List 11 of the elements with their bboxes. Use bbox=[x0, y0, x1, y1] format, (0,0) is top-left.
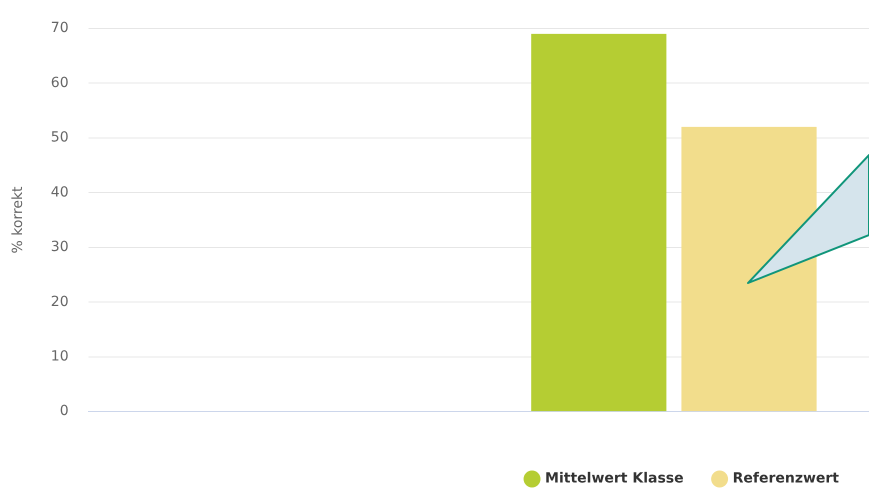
y-tick-label: 70 bbox=[50, 20, 69, 36]
y-tick-label: 40 bbox=[50, 184, 69, 200]
y-tick-label: 30 bbox=[50, 239, 69, 256]
legend-label: Mittelwert Klasse bbox=[545, 470, 684, 487]
y-tick-label: 10 bbox=[50, 348, 69, 364]
y-axis-title: % korrekt bbox=[10, 186, 26, 254]
y-tick-label: 50 bbox=[50, 130, 69, 146]
y-tick-label: 20 bbox=[50, 294, 69, 310]
y-tick-label: 60 bbox=[50, 74, 69, 91]
y-tick-label: 0 bbox=[60, 403, 69, 420]
legend-label: Referenzwert bbox=[732, 470, 840, 487]
